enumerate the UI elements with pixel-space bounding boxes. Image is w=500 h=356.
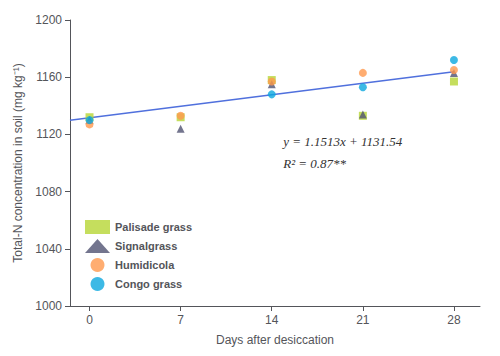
svg-text:1080: 1080 xyxy=(35,185,62,199)
svg-text:Humidicola: Humidicola xyxy=(115,259,175,271)
svg-text:7: 7 xyxy=(177,313,184,327)
svg-text:1000: 1000 xyxy=(35,299,62,313)
svg-text:0: 0 xyxy=(86,313,93,327)
svg-text:Total-N concentration in soil: Total-N concentration in soil (mg kg⁻¹) xyxy=(11,63,25,262)
svg-text:28: 28 xyxy=(447,313,461,327)
svg-text:y = 1.1513x + 1131.54: y = 1.1513x + 1131.54 xyxy=(281,134,403,149)
svg-text:21: 21 xyxy=(356,313,370,327)
svg-text:1160: 1160 xyxy=(36,70,62,84)
svg-text:Days after desiccation: Days after desiccation xyxy=(216,333,334,347)
svg-text:1120: 1120 xyxy=(36,127,62,141)
svg-text:14: 14 xyxy=(265,313,279,327)
svg-text:Signalgrass: Signalgrass xyxy=(115,240,177,252)
svg-text:1040: 1040 xyxy=(35,242,62,256)
svg-text:Palisade grass: Palisade grass xyxy=(115,221,192,233)
svg-text:Congo grass: Congo grass xyxy=(115,278,182,290)
svg-text:R² = 0.87**: R² = 0.87** xyxy=(282,156,346,171)
svg-text:1200: 1200 xyxy=(35,13,62,27)
